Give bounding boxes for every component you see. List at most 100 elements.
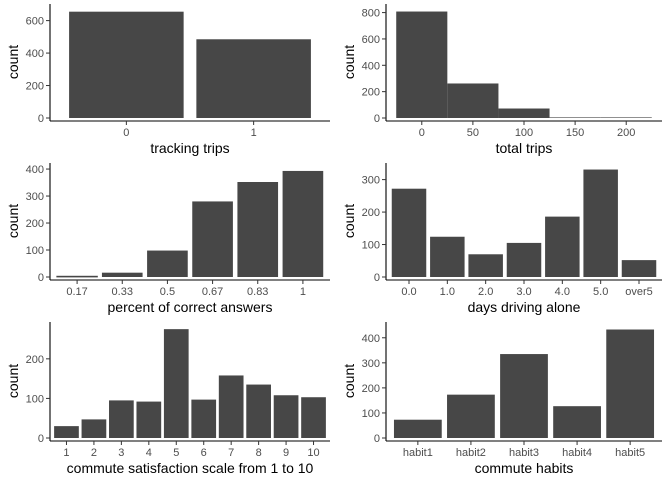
bar-commute-satisfaction-scale-from-1-to-10-5 [163,329,189,438]
x-axis-title: days driving alone [468,299,581,315]
y-tick-label: 0 [374,272,380,284]
bar-days-driving-alone-2-0 [468,254,503,277]
panel-commute-habits: 0 100 200 300 400 habit1 habit2 habit3 habit4 hab… [341,322,662,476]
x-tick-label: 1 [251,127,257,139]
y-tick-label: 0 [374,433,380,445]
y-tick-label: 200 [362,207,380,219]
bar-commute-satisfaction-scale-from-1-to-10-8 [246,384,271,438]
x-tick-label: 3 [118,447,124,459]
bar-commute-habits-habit5 [606,329,655,438]
bar-commute-habits-habit4 [553,406,601,438]
x-tick-label: 0.83 [247,286,268,298]
y-tick-label: 0 [38,433,44,445]
y-tick-label: 600 [362,34,380,46]
y-tick-label: 400 [26,48,44,60]
x-tick-label: 9 [283,447,289,459]
x-axis-title: tracking trips [150,140,229,156]
bar-percent-of-correct-answers-1 [282,170,324,277]
y-tick-label: 400 [26,164,44,176]
x-tick-label: habit1 [403,447,433,459]
panel-tracking-trips: 0 200 400 600 0 1 tracking trips count [5,4,330,156]
bar-commute-satisfaction-scale-from-1-to-10-1 [54,426,79,438]
bar-total-trips-bin-2 [447,83,499,118]
bar-percent-of-correct-answers-0-5 [147,250,188,277]
bar-commute-habits-habit2 [447,394,495,438]
panel-percent-of-correct-answers: 0 100 200 300 400 0.17 0.33 0.5 0.67 0.83 1 percent… [5,163,330,315]
x-tick-label: 0.0 [401,286,416,298]
bar-days-driving-alone-3-0 [506,242,542,277]
x-tick-label: 3.0 [516,286,531,298]
y-tick-label: 600 [26,16,44,28]
bar-percent-of-correct-answers-0-33 [101,272,143,277]
y-axis-title: count [5,204,21,238]
bar-commute-satisfaction-scale-from-1-to-10-3 [109,400,134,438]
x-tick-label: 6 [201,447,207,459]
y-tick-label: 300 [26,191,44,203]
y-tick-label: 300 [362,358,380,370]
x-tick-label: 50 [467,127,479,139]
y-tick-label: 400 [362,333,380,345]
y-tick-label: 400 [362,60,380,72]
panel-total-trips: 0 200 400 600 800 0 50 100 150 200 total trips coun… [341,4,662,156]
x-tick-label: 1 [300,286,306,298]
y-axis-title: count [341,364,357,398]
x-tick-label: 0 [123,127,129,139]
bar-percent-of-correct-answers-0-83 [237,182,279,277]
y-tick-label: 800 [362,8,380,20]
x-tick-label: 200 [617,127,635,139]
x-tick-label: 0.5 [160,286,175,298]
bar-commute-satisfaction-scale-from-1-to-10-10 [301,397,326,438]
bar-commute-satisfaction-scale-from-1-to-10-9 [273,395,299,438]
x-tick-label: 0 [419,127,425,139]
bar-commute-habits-habit3 [500,354,548,438]
bar-days-driving-alone-0-0 [391,188,427,277]
y-tick-label: 200 [26,81,44,93]
bar-days-driving-alone-over5 [621,260,657,277]
bar-days-driving-alone-1-0 [430,236,465,277]
y-axis-title: count [341,45,357,79]
x-tick-label: 7 [228,447,234,459]
bar-total-trips-bin-4 [549,117,601,118]
y-axis-title: count [5,45,21,79]
bar-total-trips-bin-3 [498,108,550,118]
x-tick-label: habit4 [562,447,592,459]
y-tick-label: 0 [374,113,380,125]
y-tick-label: 100 [26,245,44,257]
x-tick-label: 0.33 [112,286,133,298]
x-tick-label: 5 [173,447,179,459]
y-axis-title: count [341,204,357,238]
x-tick-label: habit3 [509,447,539,459]
bar-commute-satisfaction-scale-from-1-to-10-6 [191,399,217,438]
x-axis-title: commute satisfaction scale from 1 to 10 [67,460,314,476]
x-axis-title: percent of correct answers [108,299,273,315]
x-tick-label: 4.0 [555,286,570,298]
bar-total-trips-bin-5 [600,117,652,118]
bar-commute-satisfaction-scale-from-1-to-10-4 [136,401,162,438]
bar-percent-of-correct-answers-0-67 [192,201,233,277]
bar-commute-satisfaction-scale-from-1-to-10-2 [81,419,107,438]
x-tick-label: habit2 [456,447,486,459]
y-tick-label: 100 [26,393,44,405]
x-tick-label: 100 [515,127,533,139]
y-tick-label: 300 [362,175,380,187]
y-tick-label: 200 [362,87,380,99]
x-tick-label: over5 [625,286,653,298]
x-tick-label: 2 [91,447,97,459]
x-tick-label: 8 [256,447,262,459]
panel-days-driving-alone: 0 100 200 300 0.0 1.0 2.0 3.0 4.0 5.0 over5 days dr… [341,163,662,315]
bar-tracking-trips-1 [196,39,311,119]
bar-days-driving-alone-4-0 [545,216,580,277]
x-tick-label: 150 [566,127,584,139]
x-tick-label: 10 [307,447,319,459]
x-tick-label: 2.0 [478,286,493,298]
y-tick-label: 100 [362,408,380,420]
x-axis-title: commute habits [475,460,574,476]
bar-percent-of-correct-answers-0-17 [56,275,98,278]
x-axis-title: total trips [496,140,553,156]
y-tick-label: 0 [38,272,44,284]
x-tick-label: 5.0 [593,286,608,298]
y-tick-label: 0 [38,113,44,125]
x-tick-label: 0.67 [202,286,223,298]
